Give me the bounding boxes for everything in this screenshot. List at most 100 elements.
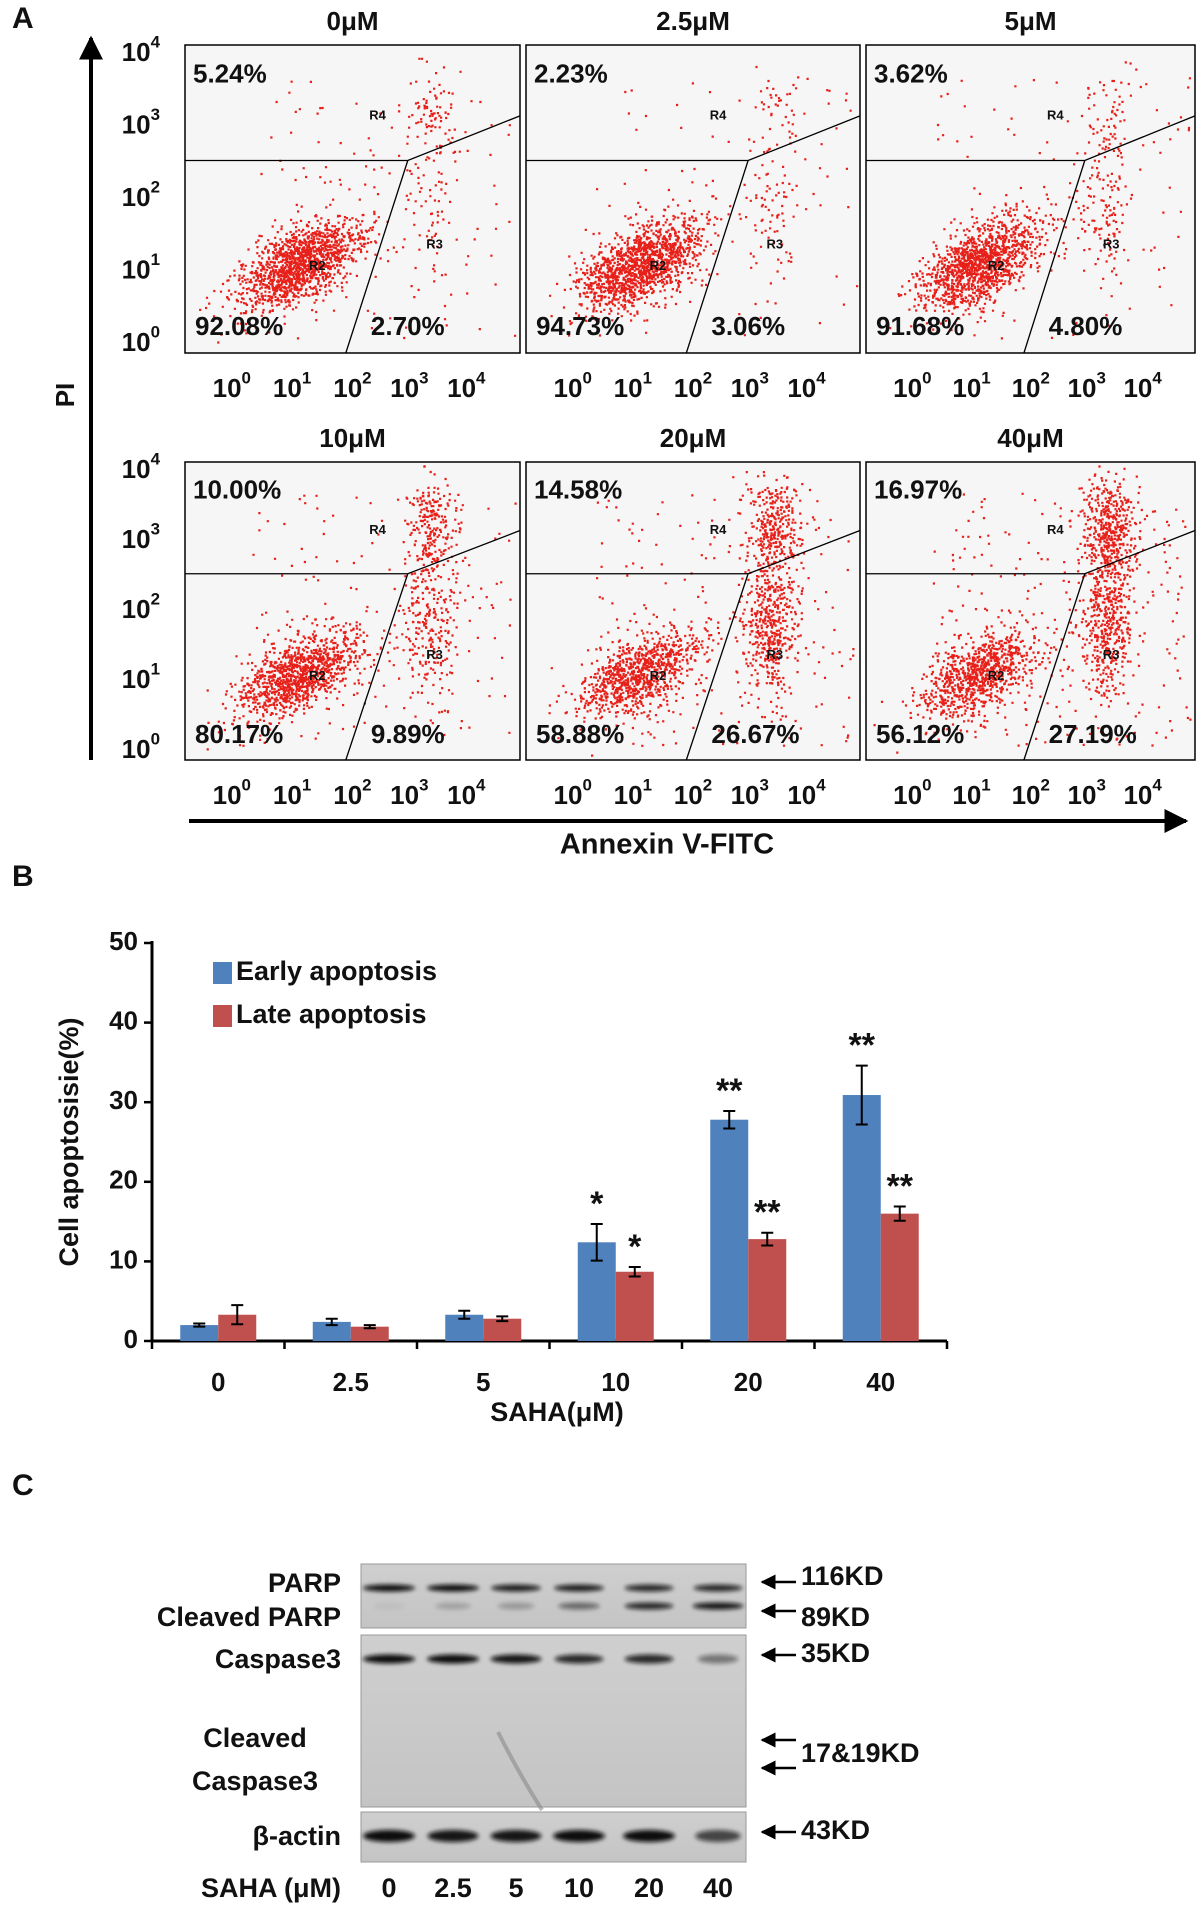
quadrant-percent: 94.73% [536,311,624,341]
significance-mark: ** [754,1194,781,1232]
protein-band [363,1654,415,1664]
flow-y-label: PI [50,383,80,408]
flow-panel-title: 5μM [1004,6,1056,36]
error-bar [893,1205,906,1222]
panel-label: C [12,1469,34,1502]
log-tick-label: 102 [122,178,160,212]
tick-base: 10 [1068,780,1097,810]
tick-base: 10 [390,780,419,810]
bar [483,1318,522,1341]
log-tick-label: 104 [122,450,161,484]
protein-band [624,1584,674,1592]
error-bar [325,1317,338,1327]
x-tick-label: 5 [476,1367,490,1397]
tick-exponent: 4 [476,369,486,388]
tick-base: 10 [674,780,703,810]
tick-base: 10 [614,373,643,403]
error-bar [231,1304,244,1326]
flow-plot-area [865,461,1196,761]
tick-base: 10 [787,780,816,810]
tick-exponent: 3 [151,106,160,125]
log-tick-label: 102 [1012,776,1050,810]
tick-base: 10 [731,373,760,403]
error-bar [363,1324,376,1330]
panel-label: B [12,860,34,893]
flow-panel-title: 10μM [319,423,386,453]
tick-base: 10 [731,780,760,810]
x-tick-label: 2.5 [333,1367,369,1397]
region-label: R4 [369,107,386,122]
tick-exponent: 2 [362,776,371,795]
quadrant-percent: 2.70% [371,311,445,341]
lane-label: 2.5 [434,1873,472,1903]
tick-exponent: 4 [151,450,161,469]
log-tick-label: 102 [333,369,371,403]
lane-label: 0 [381,1873,396,1903]
log-tick-label: 104 [787,369,826,403]
quadrant-percent: 27.19% [1049,719,1137,749]
flow-x-label: Annexin V-FITC [560,829,774,861]
flow-events [199,57,517,344]
tick-base: 10 [554,373,583,403]
x-tick-label: 10 [601,1367,630,1397]
significance-mark: ** [887,1167,914,1205]
protein-band [554,1584,604,1592]
gate-line [1023,573,1086,761]
blot-row-label: PARP [268,1568,341,1598]
region-label: R4 [1047,522,1064,537]
tick-base: 10 [952,780,981,810]
bar [615,1271,654,1341]
tick-exponent: 0 [151,323,160,342]
molecular-weight: 116KD [801,1561,884,1591]
log-tick-label: 101 [273,776,311,810]
y-axis-title: Cell apoptosisie(%) [54,1017,84,1266]
tick-exponent: 4 [816,776,826,795]
region-label: R4 [1047,107,1064,122]
tick-exponent: 0 [582,776,591,795]
blot-strip [360,1634,747,1808]
x-tick-label: 0 [211,1367,225,1397]
tick-exponent: 1 [302,369,311,388]
protein-band [497,1602,535,1610]
log-tick-label: 104 [1123,369,1162,403]
log-tick-label: 101 [122,251,160,285]
tick-exponent: 0 [582,369,591,388]
quadrant-percent: 26.67% [711,719,799,749]
lane-label: 10 [564,1873,594,1903]
log-tick-label: 102 [333,776,371,810]
molecular-weight: 43KD [801,1815,870,1845]
tick-base: 10 [1068,373,1097,403]
tick-exponent: 0 [151,730,160,749]
tick-base: 10 [1012,373,1041,403]
bar [312,1321,351,1341]
quadrant-percent: 10.00% [193,475,281,505]
tick-base: 10 [893,780,922,810]
log-tick-label: 103 [122,520,160,554]
protein-band [427,1830,479,1842]
flow-panel-title: 20μM [660,423,727,453]
tick-base: 10 [122,182,151,212]
region-label: R3 [1103,647,1120,662]
tick-exponent: 1 [302,776,311,795]
tick-base: 10 [273,373,302,403]
tick-base: 10 [122,109,151,139]
tick-base: 10 [674,373,703,403]
log-tick-label: 103 [122,106,160,140]
error-bar [193,1322,206,1328]
blot-row-label: Caspase3 [192,1766,318,1796]
flow-plot-area [184,44,521,354]
y-tick-label: 10 [109,1244,138,1274]
log-tick-label: 101 [952,369,990,403]
protein-band [624,1602,674,1610]
tick-exponent: 2 [1041,776,1050,795]
region-label: R2 [650,668,667,683]
bar [710,1119,749,1341]
quadrant-percent: 80.17% [195,719,283,749]
quadrant-percent: 9.89% [371,719,445,749]
region-label: R2 [988,668,1005,683]
blot-row-label: Cleaved [203,1723,307,1753]
quadrant-percent: 3.62% [874,59,948,89]
protein-band [693,1584,743,1592]
protein-band [435,1602,471,1610]
tick-exponent: 4 [476,776,486,795]
